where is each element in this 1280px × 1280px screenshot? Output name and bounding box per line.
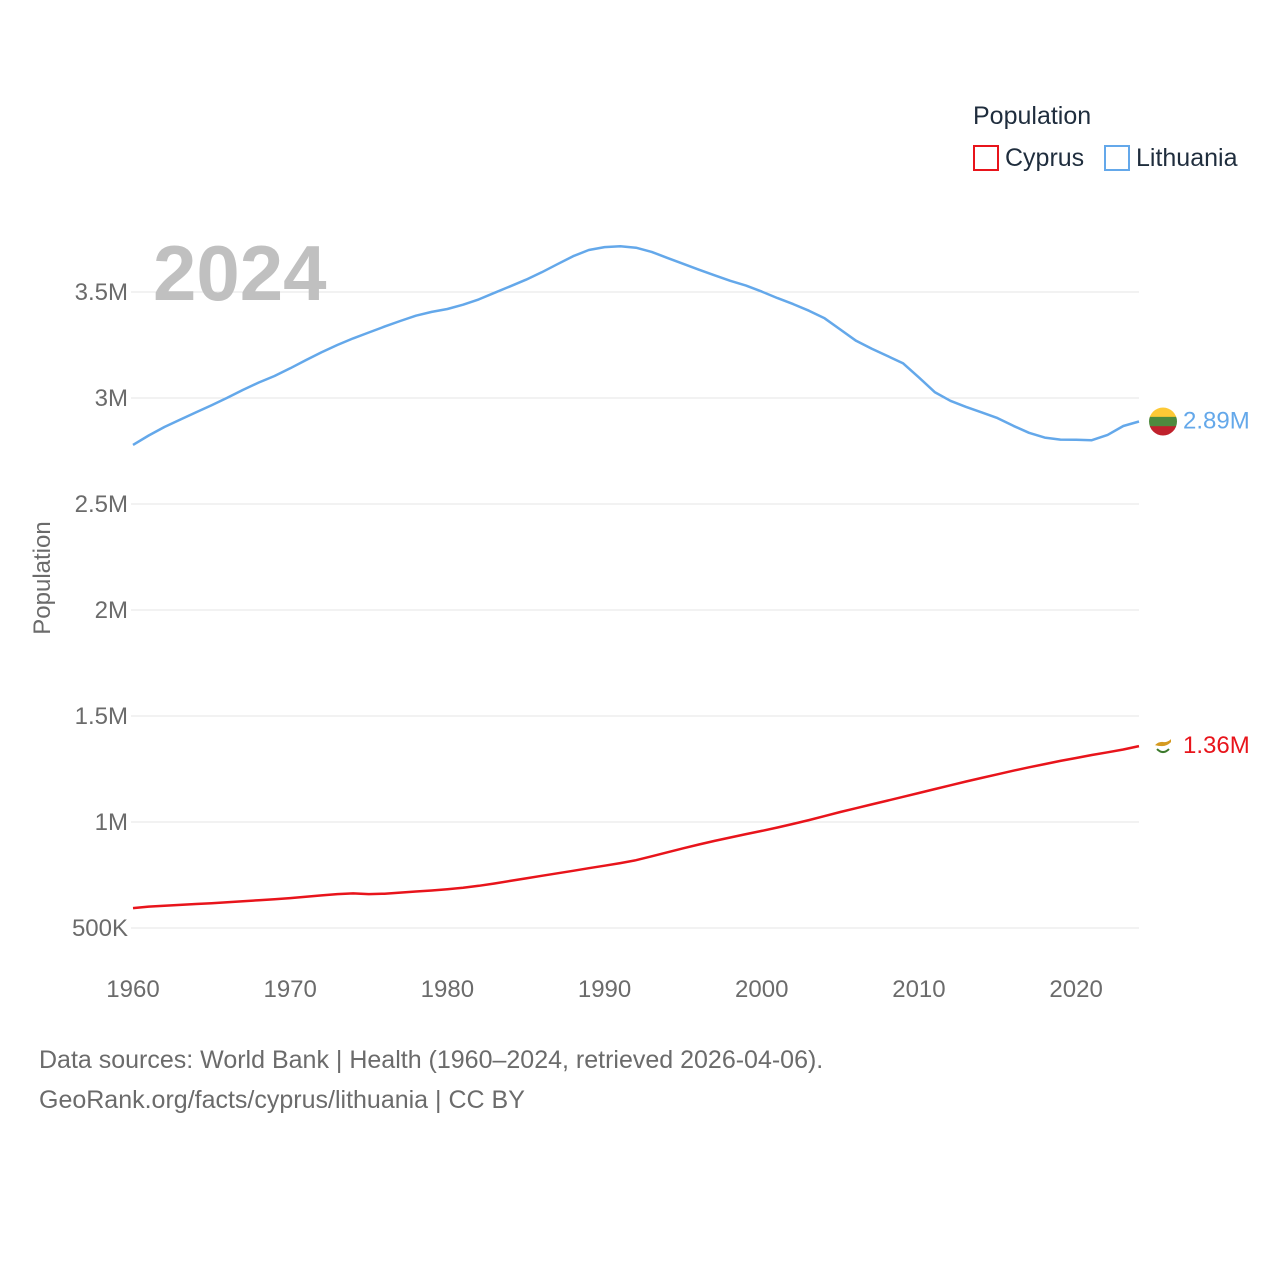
y-tick-label: 500K <box>72 915 128 942</box>
x-axis-ticks: 1960 1970 1980 1990 2000 2010 2020 <box>106 976 1103 1003</box>
x-tick-label: 2000 <box>735 976 788 1003</box>
y-axis-title: Population <box>29 521 56 634</box>
series-line-cyprus[interactable] <box>132 744 1140 910</box>
end-label-cyprus: 1.36M <box>1183 732 1250 759</box>
lithuania-flag-icon <box>1149 407 1177 436</box>
legend-label-cyprus: Cyprus <box>1005 144 1084 172</box>
legend-item-lithuania[interactable]: Lithuania <box>1104 144 1238 172</box>
x-tick-label: 1990 <box>578 976 631 1003</box>
legend: Population Cyprus Lithuania <box>973 102 1238 172</box>
x-tick-label: 2020 <box>1049 976 1102 1003</box>
y-tick-label: 1.5M <box>75 703 128 730</box>
x-tick-label: 1970 <box>263 976 316 1003</box>
series-line-lithuania[interactable] <box>132 244 1140 446</box>
gridlines <box>131 291 1139 929</box>
x-tick-label: 2010 <box>892 976 945 1003</box>
y-tick-label: 2.5M <box>75 491 128 518</box>
legend-label-lithuania: Lithuania <box>1136 144 1238 172</box>
legend-swatch-cyprus <box>973 145 999 171</box>
year-label: 2024 <box>153 229 327 317</box>
y-tick-label: 2M <box>95 597 128 624</box>
x-tick-label: 1960 <box>106 976 159 1003</box>
y-axis-ticks: 500K 1M 1.5M 2M 2.5M 3M 3.5M <box>72 279 128 942</box>
cyprus-flag-icon <box>1152 735 1174 758</box>
y-tick-label: 1M <box>95 809 128 836</box>
footer-sources: Data sources: World Bank | Health (1960–… <box>39 1046 823 1074</box>
y-tick-label: 3M <box>95 385 128 412</box>
legend-item-cyprus[interactable]: Cyprus <box>973 144 1084 172</box>
y-tick-label: 3.5M <box>75 279 128 306</box>
series-lines <box>132 244 1140 910</box>
end-label-lithuania: 2.89M <box>1183 408 1250 435</box>
footer-url[interactable]: GeoRank.org/facts/cyprus/lithuania | CC … <box>39 1086 525 1114</box>
legend-swatch-lithuania <box>1104 145 1130 171</box>
x-tick-label: 1980 <box>421 976 474 1003</box>
legend-title: Population <box>973 102 1091 130</box>
